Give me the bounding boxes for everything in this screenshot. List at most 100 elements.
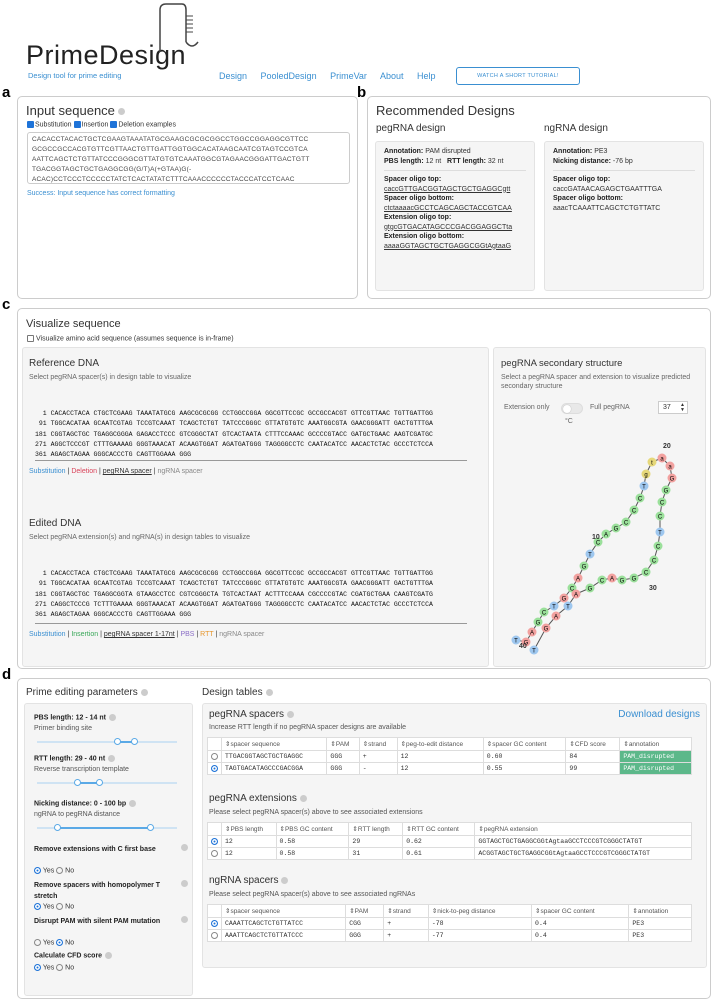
column-header[interactable]: ⇕nick-to-peg distance bbox=[427, 904, 533, 918]
table-cell: CGG bbox=[345, 916, 385, 931]
table-cell: 0.55 bbox=[482, 762, 567, 776]
nucleotide: G bbox=[521, 637, 531, 647]
nucleotide: C bbox=[649, 555, 659, 565]
homo-no-radio[interactable] bbox=[56, 903, 64, 910]
structure-toggle[interactable] bbox=[561, 403, 583, 414]
svg-text:A: A bbox=[574, 593, 578, 599]
column-header[interactable]: ⇕spacer sequence bbox=[220, 737, 328, 751]
column-header[interactable]: ⇕annotation bbox=[619, 737, 692, 751]
row-select-radio[interactable] bbox=[211, 838, 218, 845]
nucleotide: G bbox=[629, 573, 639, 583]
panel-label-a: a bbox=[2, 84, 11, 101]
svg-text:G: G bbox=[536, 621, 541, 627]
row-select-radio[interactable] bbox=[211, 850, 218, 858]
row-select-radio[interactable] bbox=[211, 765, 218, 773]
column-header[interactable]: ⇕CFD score bbox=[565, 737, 621, 751]
pegrna-spacers-table: ⇕spacer sequence ⇕PAM ⇕strand ⇕peg-to-edit … bbox=[207, 737, 692, 776]
ngrna-sub: Please select pegRNA spacer(s) above to … bbox=[209, 891, 416, 898]
substitution-label: Substitution bbox=[35, 121, 72, 129]
table-row[interactable]: TAGTGACATAGCCCGACGGA GGG -12 0.55 99 PAM_disr… bbox=[207, 762, 692, 776]
column-header[interactable]: ⇕RTT GC content bbox=[402, 822, 476, 836]
nucleotide: G bbox=[585, 583, 595, 593]
sequence-text: AGGCTCCCGT CTTTGAAAAG GGGTAAACAT ACAAGTG… bbox=[50, 440, 433, 448]
nav-help[interactable]: Help bbox=[417, 71, 436, 81]
tables-well: pegRNA spacers Download designs Increase… bbox=[202, 703, 707, 968]
deletion-checkbox[interactable] bbox=[110, 121, 118, 128]
column-header[interactable]: ⇕PAM bbox=[345, 904, 385, 918]
table-row[interactable]: 12 0.58 29 0.62 GGTAGCTGCTGAGGCGGtAgtaaGCCTC… bbox=[207, 834, 692, 849]
sequence-textarea[interactable]: CACACCTACACTGCTCGAAGTAAATATGCGAAGCGCGCGG… bbox=[27, 132, 350, 184]
column-header[interactable]: ⇕strand bbox=[383, 904, 429, 918]
c-first-label: Remove extensions with C first base bbox=[34, 846, 156, 853]
svg-text:G: G bbox=[632, 577, 637, 583]
pbs-slider[interactable] bbox=[37, 738, 177, 745]
nick-sub: ngRNA to pegRNA distance bbox=[34, 811, 120, 818]
nav-about[interactable]: About bbox=[379, 71, 404, 81]
table-row[interactable]: TTGACGGTAGCTGCTGAGGC GGG +12 0.60 84 PAM_disr… bbox=[207, 749, 692, 764]
c-first-no-radio[interactable] bbox=[56, 867, 64, 874]
column-header[interactable]: ⇕PAM bbox=[326, 737, 360, 751]
nucleotide: C bbox=[597, 575, 607, 585]
column-header[interactable]: ⇕strand bbox=[358, 737, 398, 751]
table-cell: 12 bbox=[221, 847, 277, 861]
column-header[interactable]: ⇕spacer GC content bbox=[482, 737, 567, 751]
c-first-yes-radio[interactable] bbox=[34, 867, 41, 874]
rtt-slider[interactable] bbox=[37, 779, 177, 786]
sequence-line: 1 CACACCTACA CTGCTCGAAG TAAATATGCG AAGCG… bbox=[35, 410, 433, 417]
insertion-checkbox[interactable] bbox=[73, 121, 81, 128]
sequence-text: CGGTAGCTGC TGAGGCGGTA GTAAGCCTCC CGTCGGG… bbox=[50, 590, 433, 598]
column-header[interactable]: ⇕PBS GC content bbox=[275, 822, 350, 836]
row-select-radio[interactable] bbox=[211, 920, 218, 927]
table-row[interactable]: AAATTCAGCTCTGTTATCCC GGG + -77 0.4 PE3 bbox=[207, 929, 692, 943]
line-number: 181 bbox=[35, 430, 51, 438]
nav-pooleddesign[interactable]: PooledDesign bbox=[260, 71, 317, 81]
pam-yes-radio[interactable] bbox=[34, 939, 41, 946]
tutorial-button[interactable]: WATCH A SHORT TUTORIAL! bbox=[456, 67, 580, 85]
table-row[interactable]: 12 0.58 31 0.61 ACGGTAGCTGCTGAGGCGGtAgtaaGCC… bbox=[207, 847, 692, 861]
reference-dna-sub: Select pegRNA spacer(s) in design table … bbox=[29, 374, 192, 381]
svg-text:G: G bbox=[664, 489, 669, 495]
deletion-label: Deletion examples bbox=[118, 121, 176, 129]
pbs-length-label: PBS length: 12 - 14 nt bbox=[34, 714, 116, 721]
structure-index-30: 30 bbox=[649, 585, 657, 592]
row-select-radio[interactable] bbox=[211, 932, 218, 940]
temperature-input[interactable]: 37 ▲ ▼ bbox=[658, 401, 688, 414]
nav-design[interactable]: Design bbox=[219, 71, 248, 81]
pbs-sub: Primer binding site bbox=[34, 725, 92, 732]
reference-divider bbox=[35, 460, 467, 461]
nucleotide: G bbox=[617, 575, 627, 585]
column-header[interactable]: ⇕spacer sequence bbox=[220, 904, 347, 918]
nucleotide: a bbox=[657, 453, 667, 463]
row-select-radio[interactable] bbox=[211, 753, 218, 760]
svg-text:C: C bbox=[644, 571, 649, 577]
table-cell: -78 bbox=[427, 916, 533, 931]
info-icon bbox=[178, 880, 188, 887]
homo-yes-radio[interactable] bbox=[34, 903, 41, 910]
amino-acid-checkbox[interactable] bbox=[27, 335, 34, 342]
c-first-radios: Yes No bbox=[34, 867, 74, 874]
nucleotide: A bbox=[527, 627, 537, 637]
table-row[interactable]: CAAATTCAGCTCTGTTATCC CGG + -78 0.4 PE3 bbox=[207, 916, 692, 931]
nucleotide: C bbox=[655, 511, 665, 521]
column-header[interactable]: ⇕RTT length bbox=[348, 822, 404, 836]
column-header[interactable]: ⇕annotation bbox=[628, 904, 692, 918]
column-header[interactable]: ⇕peg-to-edit distance bbox=[396, 737, 484, 751]
edited-dna-title: Edited DNA bbox=[29, 518, 82, 529]
column-header[interactable]: ⇕spacer GC content bbox=[531, 904, 630, 918]
cfd-no-radio[interactable] bbox=[56, 964, 64, 971]
download-designs-link[interactable]: Download designs bbox=[618, 709, 700, 720]
table-cell: 0.4 bbox=[531, 916, 630, 931]
column-header[interactable]: ⇕PBS length bbox=[221, 822, 277, 836]
nav-primevar[interactable]: PrimeVar bbox=[330, 71, 367, 81]
input-status: Success: Input sequence has correct form… bbox=[27, 190, 175, 197]
cfd-yes-radio[interactable] bbox=[34, 964, 41, 971]
pam-no-radio[interactable] bbox=[56, 939, 64, 946]
nucleotide: T bbox=[585, 549, 595, 559]
homo-radios: Yes No bbox=[34, 903, 74, 910]
input-sequence-panel: Input sequence Substitution Insertion De… bbox=[17, 96, 358, 299]
nick-slider[interactable] bbox=[37, 824, 177, 831]
svg-text:a: a bbox=[660, 457, 664, 463]
substitution-checkbox[interactable] bbox=[27, 121, 34, 128]
structure-sub: Select a pegRNA spacer and extension to … bbox=[501, 374, 691, 390]
column-header[interactable]: ⇕pegRNA extension bbox=[474, 822, 692, 836]
